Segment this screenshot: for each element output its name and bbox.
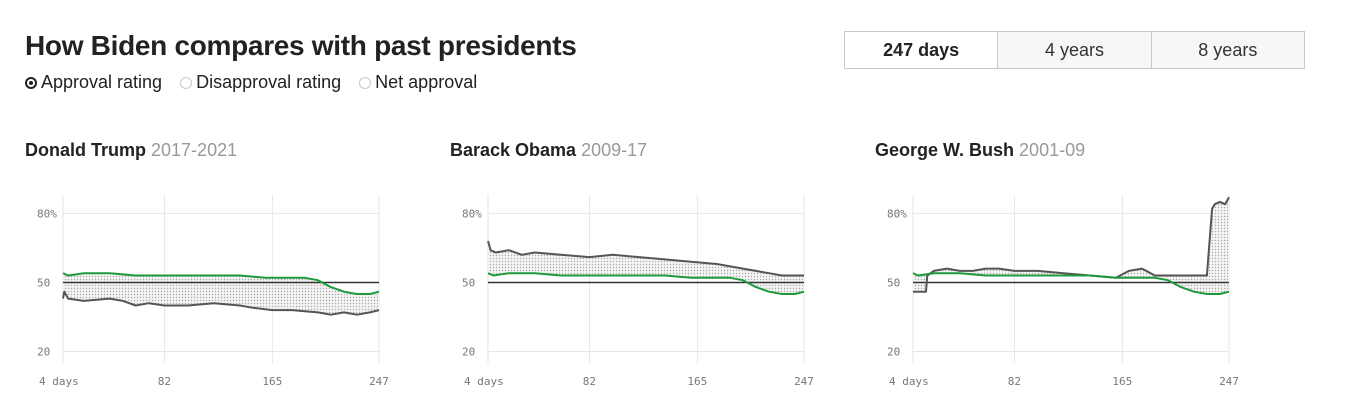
trump-approval-chart: 80% 50 20 4 days 82 165 247 — [37, 195, 389, 388]
president-years: 2001-09 — [1019, 140, 1086, 160]
approval-rating-radio[interactable]: Approval rating — [25, 72, 162, 93]
president-name: Barack Obama — [450, 140, 577, 160]
x-tick-label: 247 — [794, 375, 814, 388]
y-tick-label: 50 — [462, 276, 475, 289]
biden-approval-line — [487, 272, 805, 295]
president-approval-line — [913, 196, 1230, 293]
gap-area — [913, 197, 1229, 294]
x-tick-label: 247 — [369, 375, 389, 388]
x-tick-label: 165 — [1112, 375, 1132, 388]
y-tick-label: 20 — [887, 345, 900, 358]
x-tick-label: 165 — [262, 375, 282, 388]
gap-area — [488, 241, 804, 294]
obama-approval-chart: 80% 50 20 4 days 82 165 247 — [462, 195, 814, 388]
trump-panel-title: Donald Trump 2017-2021 — [25, 140, 237, 161]
president-years: 2009-17 — [581, 140, 648, 160]
y-tick-label: 20 — [462, 345, 475, 358]
x-tick-label: 82 — [1008, 375, 1021, 388]
gap-area — [63, 273, 379, 315]
obama-panel-title: Barack Obama 2009-17 — [450, 140, 647, 161]
y-tick-label: 80% — [462, 207, 482, 220]
x-tick-label: 247 — [1219, 375, 1239, 388]
president-approval-line — [62, 290, 380, 316]
x-tick-label: 82 — [158, 375, 171, 388]
biden-approval-line — [62, 272, 380, 295]
president-years: 2017-2021 — [151, 140, 238, 160]
president-name: Donald Trump — [25, 140, 146, 160]
metric-radio-group: Approval rating Disapproval rating Net a… — [25, 72, 477, 93]
x-tick-label: 165 — [687, 375, 707, 388]
range-247-days-button[interactable]: 247 days — [845, 32, 998, 68]
x-tick-label: 4 days — [464, 375, 504, 388]
president-approval-line — [487, 240, 804, 277]
bush-panel-title: George W. Bush 2001-09 — [875, 140, 1085, 161]
x-tick-label: 4 days — [39, 375, 79, 388]
radio-unselected-icon — [180, 76, 193, 89]
president-name: George W. Bush — [875, 140, 1015, 160]
radio-selected-icon — [25, 76, 37, 89]
approval-rating-label: Approval rating — [41, 72, 163, 92]
time-range-selector: 247 days 4 years 8 years — [844, 31, 1305, 69]
page-title: How Biden compares with past presidents — [25, 30, 577, 61]
bush-approval-chart: 80% 50 20 4 days 82 165 247 — [887, 195, 1239, 388]
x-tick-label: 4 days — [889, 375, 929, 388]
x-tick-label: 82 — [583, 375, 596, 388]
net-approval-radio[interactable]: Net approval — [359, 72, 477, 93]
radio-unselected-icon — [359, 76, 372, 89]
y-tick-label: 80% — [37, 207, 57, 220]
y-tick-label: 80% — [887, 207, 907, 220]
y-tick-label: 50 — [37, 276, 50, 289]
y-tick-label: 50 — [887, 276, 900, 289]
net-approval-label: Net approval — [375, 72, 478, 92]
y-tick-label: 20 — [37, 345, 50, 358]
disapproval-rating-radio[interactable]: Disapproval rating — [180, 72, 341, 93]
range-8-years-button[interactable]: 8 years — [1150, 32, 1304, 68]
biden-approval-line — [912, 272, 1230, 295]
disapproval-rating-label: Disapproval rating — [196, 72, 342, 92]
range-4-years-button[interactable]: 4 years — [997, 32, 1151, 68]
